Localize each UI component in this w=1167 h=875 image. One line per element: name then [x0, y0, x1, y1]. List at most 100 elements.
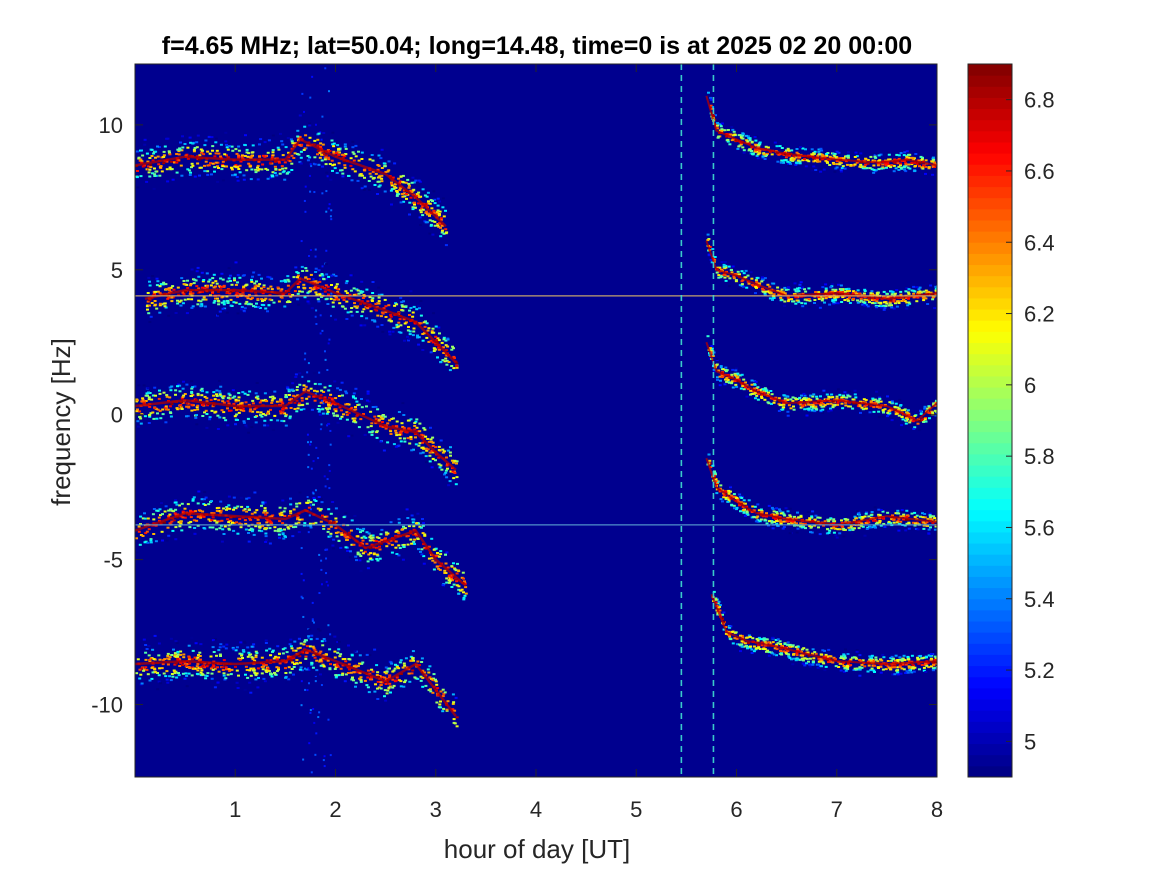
trace-pixel: [318, 629, 322, 632]
trace-pixel: [203, 144, 207, 147]
trace-pixel: [455, 361, 459, 364]
trace-pixel: [713, 256, 717, 258]
trace-pixel: [299, 642, 303, 645]
trace-pixel: [356, 179, 360, 182]
trace-pixel: [221, 528, 225, 531]
trace-pixel: [913, 426, 917, 429]
trace-pixel: [318, 280, 322, 283]
trace-pixel: [863, 290, 867, 292]
trace-pixel: [782, 161, 785, 164]
trace-pixel: [281, 648, 285, 651]
trace-pixel: [889, 166, 893, 169]
trace-pixel: [318, 156, 322, 159]
trace-pixel: [299, 156, 303, 159]
trace-pixel: [373, 690, 377, 693]
trace-pixel: [320, 640, 324, 643]
trace-pixel: [333, 163, 336, 166]
trace-pixel: [182, 656, 186, 659]
trace-pixel: [173, 654, 177, 657]
trace-pixel: [772, 297, 776, 299]
trace-pixel: [221, 397, 225, 400]
trace-pixel: [334, 397, 338, 400]
trace-pixel: [221, 295, 225, 298]
trace-pixel: [243, 392, 247, 395]
trace-pixel: [371, 159, 375, 162]
trace-pixel: [344, 673, 348, 676]
trace-pixel: [416, 202, 420, 205]
trace-pixel: [420, 553, 424, 556]
trace-pixel: [380, 293, 384, 296]
trace-pixel: [222, 533, 226, 535]
noise-pixel: [328, 464, 331, 467]
trace-pixel: [164, 288, 168, 291]
trace-pixel: [863, 304, 867, 307]
trace-pixel: [324, 263, 328, 266]
trace-pixel: [420, 207, 424, 210]
trace-pixel: [148, 157, 152, 159]
trace-pixel: [395, 190, 399, 192]
trace-pixel: [907, 292, 911, 295]
trace-pixel: [218, 653, 222, 656]
trace-pixel: [392, 538, 396, 541]
noise-pixel: [326, 368, 329, 371]
trace-pixel: [433, 198, 437, 201]
trace-pixel: [294, 142, 297, 145]
trace-pixel: [283, 161, 287, 164]
trace-pixel: [918, 286, 922, 289]
trace-pixel: [281, 143, 285, 146]
trace-pixel: [432, 350, 436, 352]
trace-pixel: [393, 185, 397, 188]
trace-pixel: [217, 167, 220, 169]
trace-pixel: [421, 676, 425, 679]
trace-pixel: [849, 164, 853, 167]
noise-pixel: [329, 754, 332, 757]
trace-pixel: [180, 174, 184, 177]
trace-pixel: [874, 305, 878, 307]
trace-pixel: [414, 436, 417, 439]
trace-pixel: [211, 639, 215, 642]
trace-pixel: [411, 206, 415, 209]
trace-pixel: [381, 414, 385, 417]
trace-pixel: [283, 535, 287, 538]
trace-pixel: [267, 669, 271, 672]
trace-pixel: [848, 302, 852, 304]
trace-pixel: [877, 305, 881, 307]
trace-pixel: [135, 551, 139, 554]
trace-pixel: [760, 397, 764, 399]
trace-pixel: [221, 400, 225, 403]
trace-pixel: [349, 310, 353, 313]
trace-pixel: [724, 266, 728, 269]
trace-pixel: [910, 161, 914, 164]
trace-pixel: [277, 528, 281, 531]
trace-pixel: [198, 515, 202, 518]
trace-pixel: [251, 658, 255, 661]
trace-pixel: [402, 181, 406, 184]
trace-pixel: [142, 638, 146, 641]
trace-pixel: [378, 174, 382, 177]
trace-pixel: [250, 512, 254, 515]
trace-pixel: [217, 399, 221, 402]
trace-pixel: [764, 145, 768, 148]
trace-pixel: [255, 280, 258, 283]
trace-pixel: [265, 511, 269, 514]
trace-pixel: [352, 396, 356, 399]
trace-pixel: [897, 157, 901, 160]
trace-pixel: [186, 298, 190, 301]
trace-pixel: [433, 202, 437, 205]
trace-pixel: [205, 400, 209, 403]
trace-pixel: [228, 292, 232, 295]
trace-pixel: [369, 175, 373, 178]
trace-pixel: [227, 156, 231, 159]
trace-pixel: [270, 399, 274, 402]
trace-pixel: [433, 220, 437, 223]
noise-pixel: [303, 199, 306, 202]
trace-pixel: [821, 297, 825, 300]
trace-pixel: [719, 365, 723, 367]
trace-pixel: [717, 119, 721, 122]
trace-pixel: [234, 398, 238, 401]
trace-pixel: [308, 522, 312, 525]
trace-pixel: [338, 406, 342, 409]
trace-pixel: [875, 292, 879, 295]
trace-pixel: [369, 410, 373, 413]
trace-pixel: [793, 282, 797, 285]
